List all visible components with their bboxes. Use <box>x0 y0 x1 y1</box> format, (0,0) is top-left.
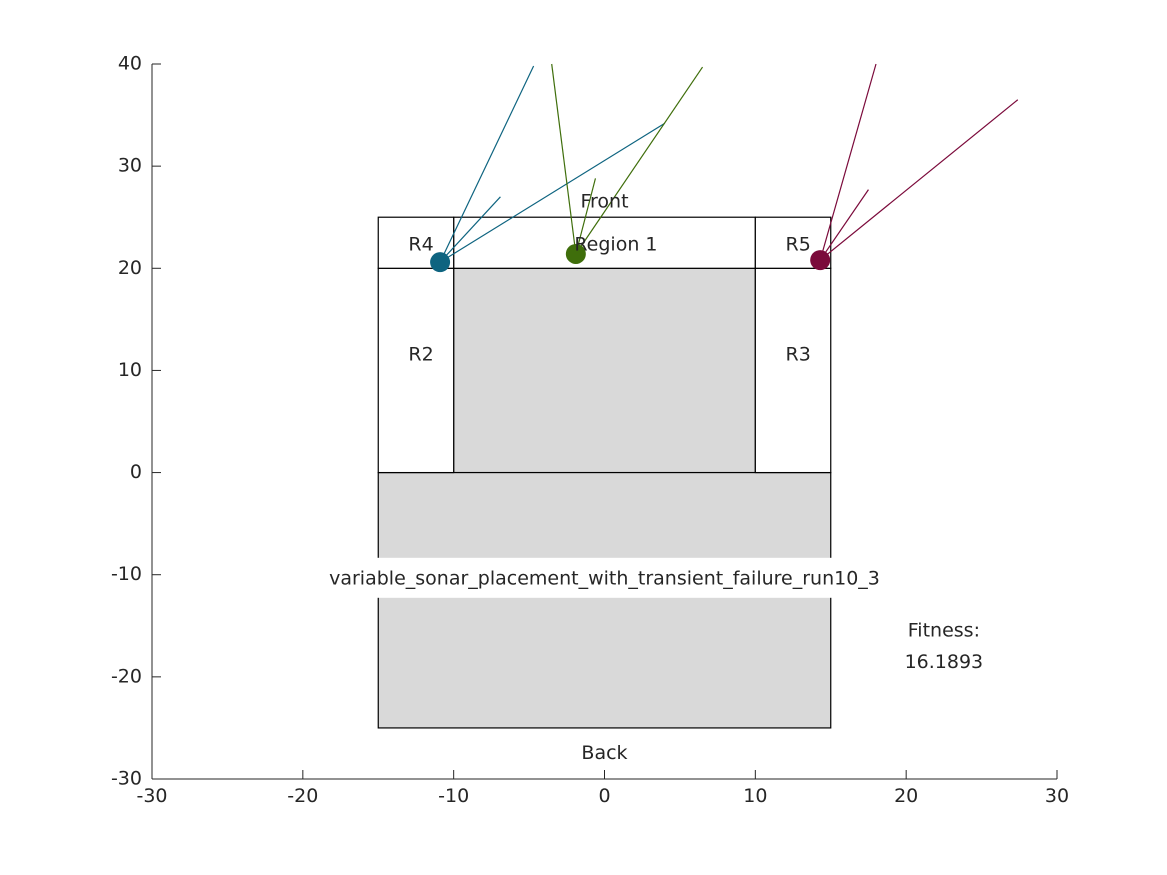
sensors-layer <box>430 243 831 273</box>
x-tick-label: 20 <box>894 785 918 807</box>
region-label-1: Region 1 <box>574 233 657 255</box>
region-region-1 <box>453 216 756 269</box>
annotation-3-background <box>303 557 906 598</box>
sensor-3-ray-3 <box>819 99 1019 261</box>
labels-layer: Region 1 R2 R3 R4 R5 Front Back variable_sonar_… <box>303 190 984 764</box>
x-tick-label: 0 <box>598 785 610 807</box>
x-tick-label: 30 <box>1045 785 1069 807</box>
sensor-2-ray-3 <box>575 178 597 255</box>
sensor-2 <box>565 243 586 264</box>
sensor-3 <box>810 250 831 271</box>
y-tick-label: 40 <box>118 53 142 75</box>
annotation-5: 16.1893 <box>905 651 984 673</box>
region-label-5: R5 <box>786 233 811 255</box>
region-label-3: R3 <box>786 344 811 366</box>
y-tick-label: -10 <box>111 563 142 585</box>
sensor-3-ray-2 <box>819 189 869 261</box>
sensor-2-ray-1 <box>551 63 577 255</box>
annotation-4: Fitness: <box>908 619 980 641</box>
annotation-1: Front <box>580 190 628 212</box>
blocked-area-1 <box>377 471 832 729</box>
x-tick-label: 10 <box>743 785 767 807</box>
sensor-1-ray-1 <box>439 65 535 263</box>
sensor-2-ray-2 <box>575 66 704 255</box>
x-tick-label: -30 <box>136 785 167 807</box>
y-tick-label: 0 <box>130 461 142 483</box>
y-tick-label: 30 <box>118 155 142 177</box>
regions-layer <box>377 216 832 729</box>
y-tick-label: 10 <box>118 359 142 381</box>
y-tick-label: 20 <box>118 257 142 279</box>
sensor-1-ray-2 <box>439 196 501 263</box>
sensor-rays-layer <box>439 63 1019 263</box>
blocked-area-0 <box>453 267 756 474</box>
annotation-2: Back <box>581 742 627 764</box>
region-label-4: R4 <box>408 233 433 255</box>
x-tick-label: -10 <box>438 785 469 807</box>
axes: -30 -20 -10 0 10 20 30 -30 -20 -10 0 10 20 30 40 <box>111 53 1069 808</box>
y-tick-label: -30 <box>111 768 142 790</box>
sensor-1 <box>430 252 451 273</box>
sensor-1-ray-3 <box>439 122 666 263</box>
y-tick-label: -20 <box>111 665 142 687</box>
region-label-2: R2 <box>408 344 433 366</box>
region-r3 <box>754 267 832 474</box>
x-tick-label: -20 <box>287 785 318 807</box>
annotation-3: variable_sonar_placement_with_transient_… <box>329 567 880 589</box>
region-r2 <box>377 267 455 474</box>
sensor-3-ray-1 <box>819 63 877 261</box>
